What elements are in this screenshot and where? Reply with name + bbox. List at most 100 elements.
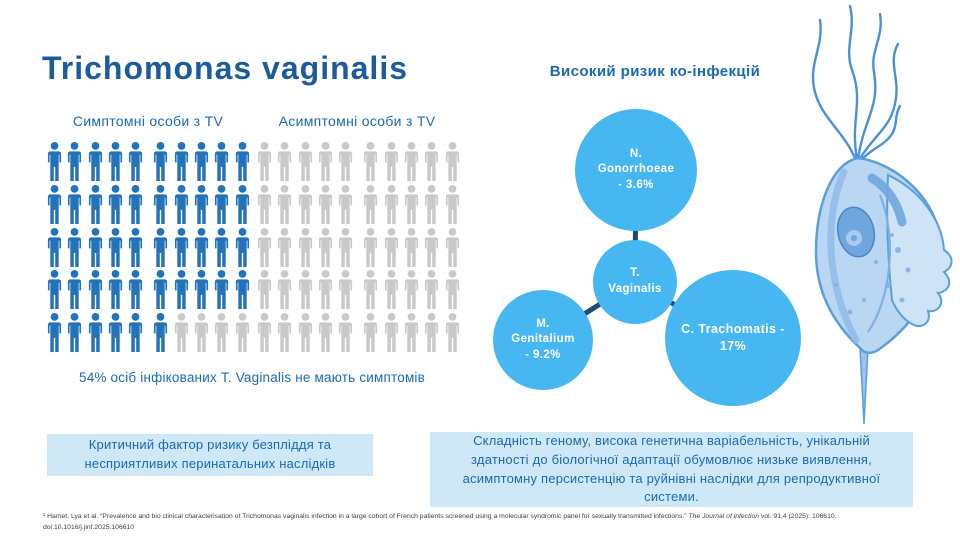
person-icon [256, 227, 273, 268]
person-icon [276, 184, 293, 225]
flagella-icon [811, 4, 902, 163]
person-icon [383, 142, 400, 182]
hydrogenosome-dots-icon [834, 233, 911, 315]
person-icon [444, 142, 461, 182]
axostyle-tail-icon [859, 347, 869, 425]
person-icon [66, 142, 83, 182]
person-icon [276, 142, 293, 182]
person-icon [87, 184, 104, 225]
pictograph-row [256, 270, 464, 310]
person-icon [46, 270, 63, 310]
footnote-tail: vol. 91,4 (2025): 106610. doi:10.1016/j.… [43, 513, 837, 531]
person-icon [383, 313, 400, 353]
person-icon [213, 313, 230, 353]
person-icon [362, 313, 379, 353]
pictograph-row [256, 184, 464, 225]
person-icon [173, 313, 190, 353]
person-icon [317, 184, 334, 225]
person-icon [127, 313, 144, 353]
person-icon [317, 227, 334, 268]
person-icon [256, 270, 273, 310]
person-icon [193, 270, 210, 310]
person-icon [46, 227, 63, 268]
footnote-journal: The Journal of infection [688, 513, 760, 520]
person-icon [152, 313, 169, 353]
pictograph-row [46, 270, 254, 310]
person-icon [213, 270, 230, 310]
person-icon [234, 184, 251, 225]
person-icon [423, 313, 440, 353]
person-icon [297, 313, 314, 353]
person-icon [337, 142, 354, 182]
person-icon [362, 184, 379, 225]
person-icon [362, 270, 379, 310]
person-icon [337, 313, 354, 353]
asymptomatic-pictograph [256, 142, 464, 356]
person-icon [46, 313, 63, 353]
coinfection-header: Високий ризик ко-інфекцій [549, 63, 761, 80]
bubble-center: T. Vaginalis [593, 240, 677, 324]
person-icon [337, 270, 354, 310]
pictograph-row [46, 184, 254, 225]
person-icon [423, 227, 440, 268]
person-icon [276, 227, 293, 268]
person-icon [276, 270, 293, 310]
person-icon [107, 184, 124, 225]
person-icon [173, 270, 190, 310]
person-icon [87, 270, 104, 310]
person-icon [297, 227, 314, 268]
person-icon [193, 313, 210, 353]
person-icon [213, 142, 230, 182]
person-icon [234, 313, 251, 353]
inner-ridge-icon [867, 194, 892, 333]
person-icon [297, 142, 314, 182]
person-icon [297, 270, 314, 310]
person-icon [213, 227, 230, 268]
parabasal-body-icon [867, 173, 907, 227]
person-icon [107, 142, 124, 182]
person-icon [444, 184, 461, 225]
person-icon [127, 184, 144, 225]
person-icon [234, 270, 251, 310]
person-icon [152, 270, 169, 310]
person-icon [423, 142, 440, 182]
risk-factor-box: Критичний фактор ризику безпліддя та нес… [47, 434, 373, 476]
person-icon [383, 227, 400, 268]
pictograph-row [46, 313, 254, 353]
person-icon [66, 313, 83, 353]
bubble-left: M. Genitalium - 9.2% [493, 290, 593, 390]
person-icon [276, 313, 293, 353]
symptomatic-pictograph [46, 142, 254, 356]
person-icon [173, 142, 190, 182]
person-icon [173, 227, 190, 268]
bubble-top: N. Gonorrhoeae - 3.6% [575, 109, 697, 231]
person-icon [337, 227, 354, 268]
genome-complexity-box: Складність геному, висока генетична варі… [430, 432, 913, 507]
asymptomatic-group-label: Асимптомні особи з TV [278, 113, 436, 129]
symptomatic-group-label: Симптомні особи з TV [72, 113, 224, 129]
pictograph-row [46, 142, 254, 182]
person-icon [234, 227, 251, 268]
person-icon [107, 227, 124, 268]
genome-complexity-text: Складність геному, висока генетична варі… [462, 432, 881, 505]
person-icon [193, 184, 210, 225]
person-icon [403, 184, 420, 225]
person-icon [403, 270, 420, 310]
pictograph-row [256, 227, 464, 268]
person-icon [383, 270, 400, 310]
person-icon [403, 227, 420, 268]
person-icon [173, 184, 190, 225]
person-icon [127, 227, 144, 268]
person-icon [193, 227, 210, 268]
person-icon [256, 142, 273, 182]
pictograph-row [46, 227, 254, 268]
footnote-citation: ¹ Hamet, Lya et al. “Prevalence and bio … [43, 512, 921, 534]
person-icon [297, 184, 314, 225]
person-icon [403, 142, 420, 182]
footnote-text: ¹ Hamet, Lya et al. “Prevalence and bio … [43, 513, 689, 520]
coinfection-bubble-chart: T. Vaginalis N. Gonorrhoeae - 3.6% M. Genitali… [470, 100, 810, 420]
person-icon [46, 142, 63, 182]
person-icon [337, 184, 354, 225]
costa-icon [827, 168, 860, 344]
